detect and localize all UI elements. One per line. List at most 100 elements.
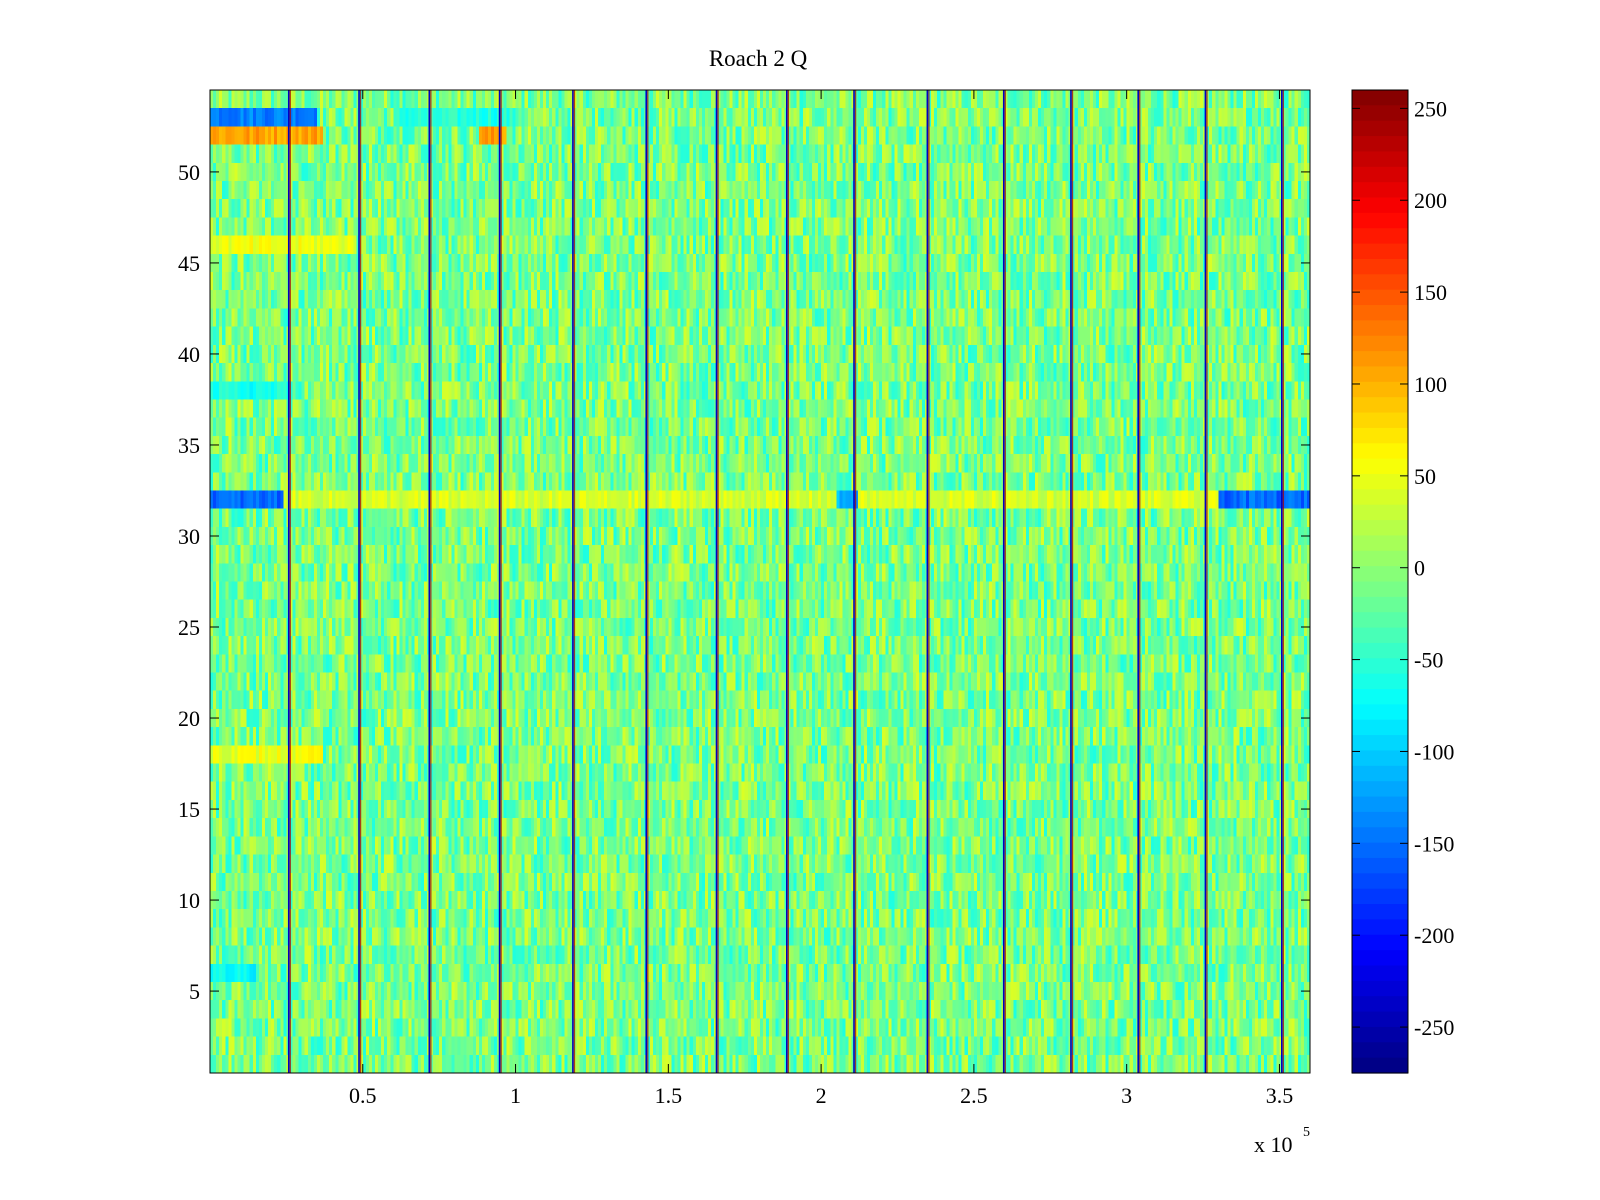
colorbar-tick-label: -200 (1414, 923, 1454, 948)
stripe-negative-part (926, 90, 929, 1073)
colorbar-band (1352, 765, 1408, 782)
stripe-negative-part (572, 90, 574, 1073)
vertical-stripe-15 (1281, 90, 1284, 1073)
colorbar-band (1352, 888, 1408, 905)
vertical-stripe-3 (428, 90, 432, 1073)
vertical-stripe-2 (358, 90, 362, 1073)
colorbar-band (1352, 489, 1408, 506)
colorbar-band (1352, 735, 1408, 752)
x-multiplier-exponent: 5 (1303, 1125, 1310, 1140)
colorbar-band (1352, 827, 1408, 844)
y-tick-label: 5 (189, 979, 200, 1004)
colorbar-band (1352, 904, 1408, 921)
colorbar-band (1352, 520, 1408, 537)
stripe-positive-part (717, 90, 719, 1073)
colorbar-band (1352, 105, 1408, 122)
colorbar-band (1352, 228, 1408, 245)
colorbar-band (1352, 351, 1408, 368)
colorbar-band (1352, 427, 1408, 444)
stripe-positive-part (359, 90, 362, 1073)
colorbar-band (1352, 996, 1408, 1013)
stripe-negative-part (358, 90, 360, 1073)
colorbar-band (1352, 136, 1408, 153)
colorbar-band (1352, 458, 1408, 475)
colorbar-band (1352, 796, 1408, 813)
colorbar-band (1352, 566, 1408, 583)
colorbar-band (1352, 258, 1408, 275)
colorbar-band (1352, 366, 1408, 383)
stripe-positive-part (928, 90, 930, 1073)
stripe-negative-part (645, 90, 648, 1073)
colorbar-band (1352, 243, 1408, 260)
stripe-positive-part (854, 90, 857, 1073)
colorbar-tick-label: -150 (1414, 831, 1454, 856)
stripe-positive-part (1139, 90, 1141, 1073)
x-axis: 0.5 1 1.5 2 2.5 3 3.5 (349, 90, 1293, 1108)
y-tick-label: 45 (178, 251, 200, 276)
colorbar-tick-label: -100 (1414, 739, 1454, 764)
heatmap-plot-area (209, 89, 1311, 1074)
colorbar-band (1352, 950, 1408, 967)
colorbar-band (1352, 305, 1408, 321)
colorbar-band (1352, 1057, 1408, 1074)
vertical-stripe-7 (715, 90, 719, 1073)
y-tick-label: 35 (178, 433, 200, 458)
colorbar-band (1352, 166, 1408, 183)
stripe-negative-part (287, 90, 290, 1073)
vertical-stripe-13 (1137, 90, 1141, 1073)
colorbar-band (1352, 151, 1408, 168)
colorbar-band (1352, 627, 1408, 644)
colorbar-gradient (1352, 90, 1408, 1074)
colorbar-band (1352, 689, 1408, 705)
y-tick-label: 30 (178, 524, 200, 549)
colorbar-band (1352, 320, 1408, 337)
stripe-positive-part (1071, 90, 1074, 1073)
y-axis: 5 10 15 20 25 30 35 40 45 50 (178, 160, 1310, 1004)
vertical-stripe-5 (572, 90, 576, 1073)
x-tick-label: 3 (1121, 1083, 1132, 1108)
colorbar-band (1352, 504, 1408, 521)
stripe-negative-part (853, 90, 855, 1073)
colorbar-band (1352, 842, 1408, 859)
colorbar-band (1352, 550, 1408, 567)
stripe-positive-part (500, 90, 502, 1073)
y-tick-label: 40 (178, 342, 200, 367)
colorbar-band (1352, 1026, 1408, 1043)
stripe-positive-part (289, 90, 291, 1073)
colorbar-band (1352, 197, 1408, 214)
colorbar-band (1352, 980, 1408, 997)
stripe-negative-part (428, 90, 431, 1073)
stripe-positive-part (1282, 90, 1284, 1073)
stripe-positive-part (430, 90, 432, 1073)
vertical-stripe-8 (786, 90, 789, 1073)
stripe-positive-part (573, 90, 576, 1073)
colorbar-band (1352, 934, 1408, 951)
stripe-negative-part (1281, 90, 1283, 1073)
stripe-negative-part (715, 90, 718, 1073)
colorbar-band (1352, 596, 1408, 613)
colorbar-tick-label: 50 (1414, 464, 1436, 489)
colorbar-band (1352, 335, 1408, 352)
y-tick-label: 25 (178, 615, 200, 640)
colorbar-band (1352, 750, 1408, 767)
colorbar-band (1352, 704, 1408, 721)
colorbar-band (1352, 535, 1408, 552)
stripe-positive-part (1206, 90, 1208, 1073)
heatmap-cells (210, 90, 1310, 1073)
stripe-positive-part (1004, 90, 1006, 1073)
colorbar-band (1352, 289, 1408, 306)
x-multiplier-base: x 10 (1254, 1132, 1293, 1157)
colorbar-band (1352, 919, 1408, 936)
x-tick-label: 0.5 (349, 1083, 377, 1108)
vertical-stripe-12 (1070, 90, 1074, 1073)
stripe-negative-part (1002, 90, 1005, 1073)
colorbar-band (1352, 90, 1408, 106)
colorbar-band (1352, 581, 1408, 598)
colorbar-band (1352, 857, 1408, 874)
stripe-negative-part (498, 90, 501, 1073)
colorbar-tick-label: -50 (1414, 648, 1443, 673)
colorbar-band (1352, 658, 1408, 675)
colorbar-tick-label: 0 (1414, 556, 1425, 581)
colorbar-tick-label: 150 (1414, 280, 1447, 305)
